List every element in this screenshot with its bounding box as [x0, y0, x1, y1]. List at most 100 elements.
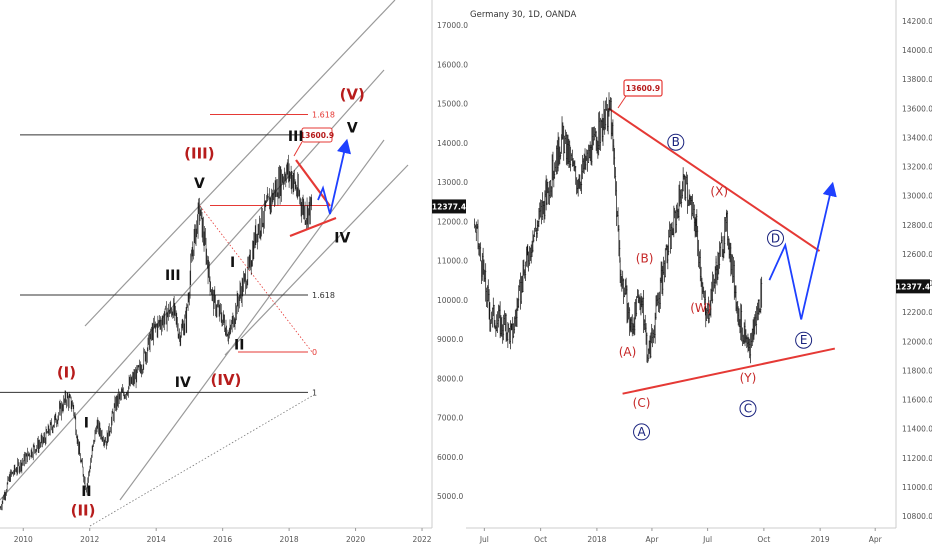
- right-wave-label: (Y): [740, 371, 757, 385]
- chart-title: Germany 30, 1D, OANDA: [470, 10, 576, 20]
- right-wave-label: E: [800, 333, 808, 347]
- left-price-tags: 12377.4: [432, 199, 466, 214]
- left-wave-label: I: [84, 415, 89, 431]
- right-projection-path: [768, 181, 837, 320]
- right-y-tick-label: 13400.0: [902, 133, 932, 142]
- right-y-tick-label: 14000.0: [902, 46, 932, 55]
- left-y-tick-label: 13000.0: [437, 178, 468, 187]
- wave-circle: [667, 133, 685, 151]
- left-y-tick-label: 15000.0: [437, 100, 468, 109]
- left-y-tick-label: 7000.0: [437, 414, 463, 423]
- left-x-tick-label: 2020: [346, 535, 365, 544]
- left-y-tick-label: 16000.0: [437, 60, 468, 69]
- right-x-tick-label: Oct: [757, 535, 770, 544]
- right-y-tick-label: 12600.0: [902, 250, 932, 259]
- left-y-tick-label: 6000.0: [437, 453, 463, 462]
- left-callout-box: [301, 127, 333, 143]
- left-x-axis: 2010 2012 2014 2016 2018 2020 2022: [0, 527, 432, 544]
- right-wave-label: D: [771, 231, 780, 245]
- left-drawings: 13600.9: [289, 127, 352, 238]
- right-wave-label: (W): [690, 301, 711, 315]
- left-support-line: [289, 216, 337, 238]
- right-lower-trendline: [622, 347, 836, 395]
- left-wave-label: IV: [175, 375, 191, 391]
- right-wave-label: B: [672, 135, 680, 149]
- channel-line: [119, 139, 385, 501]
- left-callout-label: 13600.9: [300, 131, 334, 140]
- left-trend-channels: [0, 0, 409, 527]
- red-dotted-line: [199, 205, 313, 353]
- left-y-tick-label: 12000.0: [437, 217, 468, 226]
- right-wave-label: (A): [619, 345, 637, 359]
- right-price-candles: [473, 92, 763, 364]
- left-wave-label: IV: [334, 230, 350, 246]
- left-y-tick-label: 14000.0: [437, 139, 468, 148]
- right-x-tick-label: Oct: [534, 535, 547, 544]
- wave-circle: [633, 423, 651, 441]
- left-wave-label: I: [230, 255, 235, 271]
- right-triangle-lines: [607, 107, 836, 395]
- left-x-tick-label: 2016: [213, 535, 232, 544]
- left-x-tick-label: 2014: [147, 535, 166, 544]
- channel-line: [84, 0, 396, 327]
- right-y-tick-label: 11600.0: [902, 396, 932, 405]
- wave-circle: [767, 229, 785, 247]
- fib-level-label: 0: [312, 348, 317, 357]
- right-x-tick-label: Apr: [645, 535, 659, 544]
- right-wave-labels: (A) (B) (C) (W) (X) (Y) A B C D E: [619, 133, 813, 441]
- wave-circle: [795, 331, 813, 349]
- right-price-tags: 12377.4: [896, 279, 930, 294]
- left-wave-label: (III): [184, 144, 214, 162]
- right-y-tick-label: 14200.0: [902, 17, 932, 26]
- left-x-tick-label: 2010: [14, 535, 33, 544]
- fib-level-label: 1: [312, 388, 317, 397]
- left-wave-label: V: [347, 121, 358, 137]
- left-wave-label: (II): [71, 502, 96, 520]
- left-chart-panel: 1.618 1.618 1 0 13600.9 (I) (II) (III) (IV) (V)…: [0, 0, 468, 544]
- right-y-tick-label: 13600.0: [902, 104, 932, 113]
- left-y-tick-label: 5000.0: [437, 492, 463, 501]
- right-callout-label: 13600.9: [626, 84, 660, 93]
- left-y-tick-label: 10000.0: [437, 296, 468, 305]
- right-y-axis: 10800.0 11000.0 11200.0 11400.0 11600.0 11800…: [895, 0, 932, 528]
- right-last-price-tag: [896, 279, 930, 294]
- left-wave-label: (I): [57, 363, 76, 381]
- left-x-tick-label: 2018: [280, 535, 299, 544]
- right-x-tick-label: Jul: [702, 535, 712, 544]
- left-wave-label: II: [234, 338, 244, 354]
- right-upper-trendline: [607, 107, 821, 252]
- left-fib-levels: 1.618 1.618 1 0: [0, 110, 335, 397]
- right-last-price-label: 12377.4: [896, 282, 930, 291]
- right-y-tick-label: 11000.0: [902, 483, 932, 492]
- right-callout-pointer: [617, 95, 627, 109]
- left-price-candles: [0, 154, 313, 511]
- right-y-tick-label: 11400.0: [902, 425, 932, 434]
- dotted-trend-line: [89, 395, 313, 527]
- right-wave-label: (B): [636, 252, 654, 266]
- left-projection-path: [317, 138, 352, 215]
- fib-level-label: 1.618: [312, 110, 335, 119]
- right-wave-label: (C): [633, 396, 651, 410]
- right-x-tick-label: Apr: [869, 535, 883, 544]
- right-y-tick-label: 12000.0: [902, 337, 932, 346]
- left-x-tick-label: 2012: [80, 535, 99, 544]
- channel-line: [224, 164, 409, 356]
- right-wave-label: A: [637, 425, 646, 439]
- left-x-tick-label: 2022: [412, 535, 431, 544]
- right-callout-box: [623, 79, 663, 97]
- right-y-tick-label: 13200.0: [902, 163, 932, 172]
- left-last-price-label: 12377.4: [432, 202, 466, 211]
- left-y-tick-label: 17000.0: [437, 21, 468, 30]
- left-y-axis: 5000.0 6000.0 7000.0 8000.0 9000.0 10000.0 110…: [431, 0, 468, 528]
- right-x-tick-label: 2018: [587, 535, 606, 544]
- left-wave-label: II: [81, 484, 91, 500]
- right-x-tick-label: Jul: [479, 535, 489, 544]
- left-y-tick-label: 11000.0: [437, 257, 468, 266]
- fib-level-label: 1.618: [312, 291, 335, 300]
- right-x-tick-label: 2019: [811, 535, 830, 544]
- left-callout-pointer: [293, 141, 303, 157]
- left-y-tick-label: 8000.0: [437, 374, 463, 383]
- right-y-tick-label: 11800.0: [902, 366, 932, 375]
- right-y-tick-label: 11200.0: [902, 454, 932, 463]
